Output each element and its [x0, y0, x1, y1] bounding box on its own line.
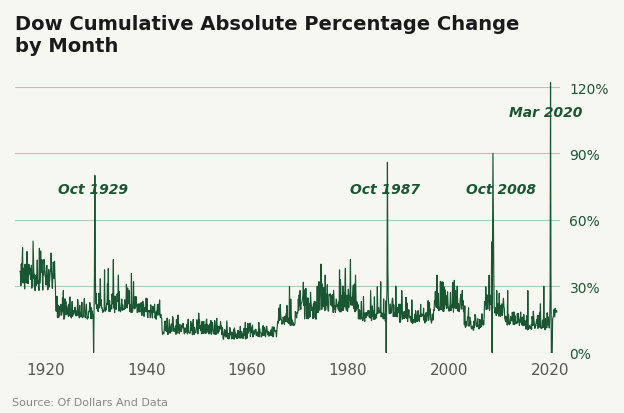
- Text: Oct 1929: Oct 1929: [58, 183, 128, 197]
- Text: Dow Cumulative Absolute Percentage Change
by Month: Dow Cumulative Absolute Percentage Chang…: [15, 15, 519, 56]
- Text: Oct 2008: Oct 2008: [467, 183, 537, 197]
- Text: Oct 1987: Oct 1987: [351, 183, 421, 197]
- Text: Mar 2020: Mar 2020: [509, 106, 583, 119]
- Text: Source: Of Dollars And Data: Source: Of Dollars And Data: [12, 397, 168, 407]
